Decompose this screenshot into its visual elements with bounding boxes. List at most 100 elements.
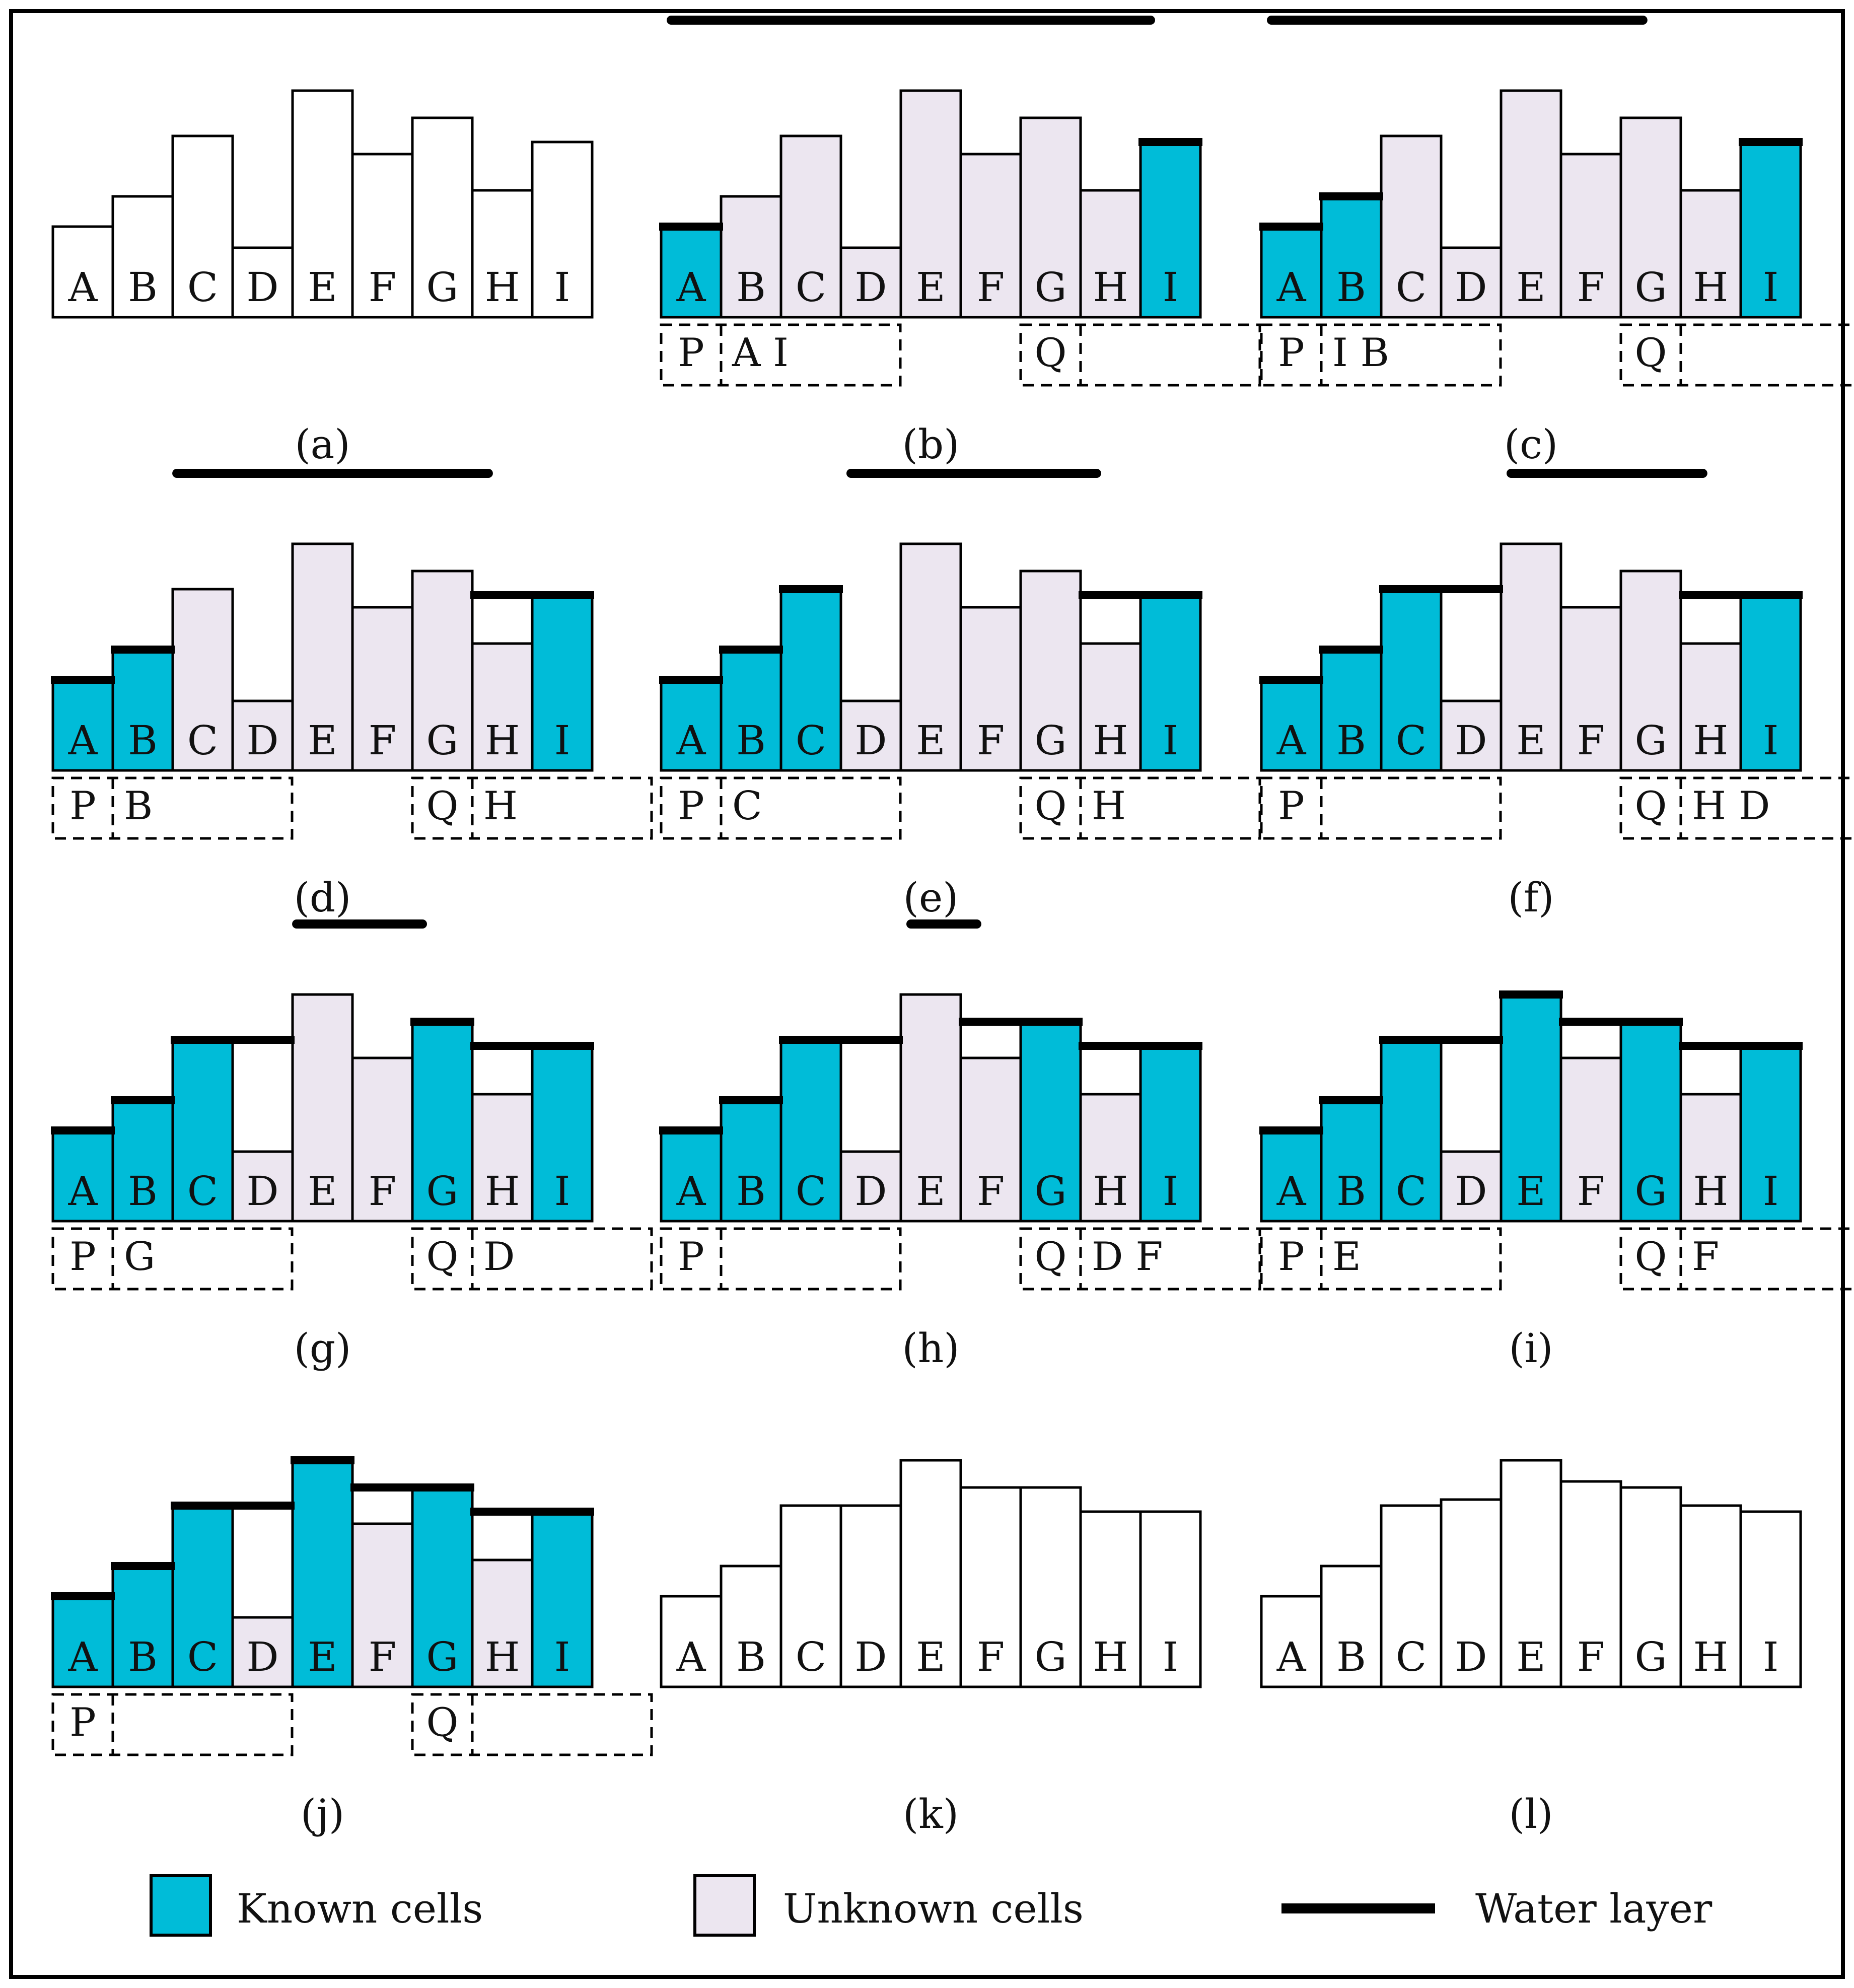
cell-a — [1260, 678, 1323, 772]
cell-label: A — [1276, 1168, 1307, 1215]
queue-q-box — [411, 776, 653, 840]
cell-label: D — [1455, 264, 1487, 311]
queue-q-label: Q — [1035, 784, 1067, 829]
cell-label: A — [68, 264, 98, 311]
cell-label: H — [485, 1168, 520, 1215]
queue-p-items: G — [124, 1234, 155, 1280]
cell-label: G — [1035, 1168, 1067, 1215]
panel-caption: (d) — [294, 874, 351, 921]
queue-p-box — [51, 1693, 294, 1756]
cell-label: F — [369, 264, 397, 311]
cell-b — [111, 648, 174, 772]
cell-label: I — [1763, 264, 1779, 311]
cell-label: I — [554, 1168, 571, 1215]
queue-p-box — [660, 323, 902, 387]
cell-f — [1559, 606, 1622, 772]
cell-f — [351, 606, 414, 772]
unknown-cells-swatch — [693, 1874, 756, 1937]
cell-label: I — [1163, 1168, 1179, 1215]
queue-q-items: H — [483, 784, 518, 829]
cell-i — [531, 140, 594, 319]
queue-q-label: Q — [426, 1234, 459, 1280]
cell-d — [1440, 1150, 1503, 1223]
cell-label: I — [1163, 1634, 1179, 1680]
cell-label: A — [676, 1168, 706, 1215]
panel-caption: (a) — [295, 421, 350, 468]
cell-label: A — [1276, 264, 1307, 311]
cell-e — [899, 542, 962, 772]
cell-label: C — [187, 1168, 218, 1215]
cell-label: D — [246, 1168, 278, 1215]
queue-q-box — [1019, 1227, 1261, 1291]
queue-p-box — [660, 1227, 902, 1291]
queue-p-items: A I — [732, 330, 789, 376]
cell-label: G — [1635, 1168, 1667, 1215]
panels-group: A B C D E F G H I(a)A B C D E F G H IP A I Q(b)A B C D E F G H IP I… — [51, 16, 1854, 1837]
queue-q-items: F — [1692, 1234, 1719, 1280]
cell-label: F — [1577, 717, 1605, 764]
cell-d — [1440, 1498, 1503, 1688]
panel-caption: (f) — [1508, 874, 1554, 921]
cell-label: D — [1455, 717, 1487, 764]
queue-p-label: P — [1278, 784, 1304, 829]
cell-label: G — [1635, 264, 1667, 311]
panel-caption: (b) — [902, 421, 960, 468]
panel-caption: (g) — [294, 1325, 351, 1372]
cell-d — [231, 246, 294, 319]
cell-a — [51, 678, 114, 772]
cell-g — [411, 1020, 474, 1223]
panel-caption: (l) — [1509, 1791, 1553, 1837]
queue-p-items: I B — [1332, 330, 1389, 376]
legend: Known cells Unknown cells Water layer — [150, 1874, 1713, 1937]
cell-d — [839, 1150, 902, 1223]
cell-label: H — [485, 264, 520, 311]
cell-label: D — [854, 264, 887, 311]
queue-p-box — [660, 776, 902, 840]
queue-q-box — [411, 1227, 653, 1291]
cell-e — [291, 89, 354, 319]
cell-label: H — [1693, 1634, 1729, 1680]
cell-label: C — [187, 717, 218, 764]
cell-f — [1559, 1480, 1622, 1688]
cell-label: E — [916, 717, 945, 764]
cell-label: G — [1635, 1634, 1667, 1680]
cell-label: I — [554, 717, 571, 764]
queue-p-box — [1260, 1227, 1502, 1291]
cell-label: I — [1163, 264, 1179, 311]
cell-e — [291, 542, 354, 772]
queue-p-label: P — [678, 330, 704, 376]
cell-label: C — [796, 1634, 826, 1680]
cell-d — [231, 1616, 294, 1688]
cell-c — [171, 134, 234, 319]
known-cells-swatch — [150, 1874, 212, 1937]
cell-f — [351, 1522, 414, 1688]
panel-b: A B C D E F G H I P A I Q (b) — [659, 16, 1261, 468]
queue-q-items: H — [1092, 784, 1126, 829]
panel-k: A B C D E F G H I (k) — [660, 1459, 1202, 1837]
cell-f — [1559, 1056, 1622, 1223]
panel-j: A B C D E F G H I P Q (j) — [51, 1456, 653, 1837]
cell-a — [660, 678, 723, 772]
cell-label: F — [977, 1634, 1005, 1680]
unknown-cells-label: Unknown cells — [783, 1885, 1084, 1932]
queue-p-label: P — [69, 1234, 96, 1280]
cell-label: B — [1336, 264, 1366, 311]
queue-p-box — [1260, 323, 1502, 387]
cell-label: H — [1693, 717, 1729, 764]
queue-q-items: D — [483, 1234, 515, 1280]
cell-c — [1380, 1504, 1443, 1688]
queue-q-label: Q — [1035, 330, 1067, 376]
panel-d: A B C D E F G H I P B Q H (d) — [51, 469, 653, 921]
cell-label: I — [1163, 717, 1179, 764]
cell-g — [1019, 1020, 1082, 1223]
cell-label: C — [1396, 264, 1427, 311]
cell-e — [1500, 1459, 1562, 1688]
cell-label: G — [1635, 717, 1667, 764]
queue-q-label: Q — [426, 784, 459, 829]
cell-g — [411, 116, 474, 319]
panel-caption: (c) — [1504, 421, 1558, 468]
cell-h — [1679, 1504, 1742, 1688]
queue-p-items: C — [732, 784, 762, 829]
cell-label: B — [1336, 1168, 1366, 1215]
cell-label: D — [854, 1634, 887, 1680]
